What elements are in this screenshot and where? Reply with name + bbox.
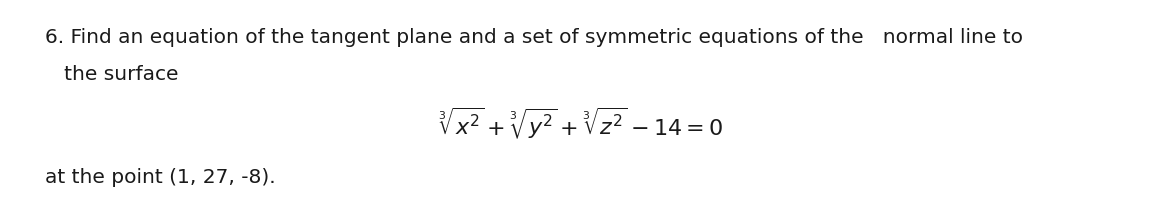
Text: 6. Find an equation of the tangent plane and a set of symmetric equations of the: 6. Find an equation of the tangent plane… <box>45 28 1023 47</box>
Text: at the point (1, 27, -8).: at the point (1, 27, -8). <box>45 168 275 187</box>
Text: $\sqrt[3]{x^2} + \sqrt[3]{y^2} + \sqrt[3]{z^2} - 14 = 0$: $\sqrt[3]{x^2} + \sqrt[3]{y^2} + \sqrt[3… <box>438 105 723 141</box>
Text: the surface: the surface <box>45 65 179 84</box>
